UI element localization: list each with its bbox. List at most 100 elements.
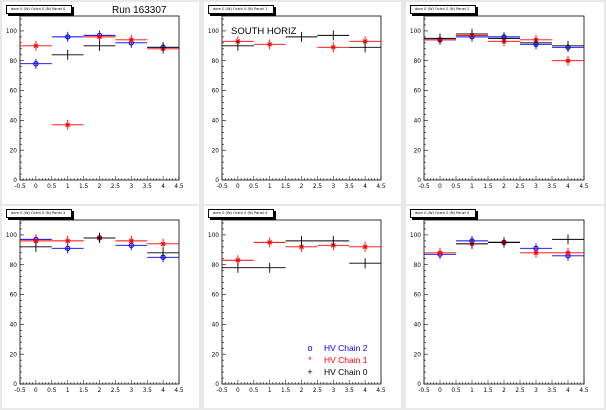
data-point-chain1 [20, 40, 52, 51]
data-point-chain0 [349, 42, 381, 53]
star-marker [160, 241, 166, 247]
panel-title: dom 0 (W) Octnt 0 (N) Panel 5 [410, 209, 477, 218]
x-tick-label: 1.5 [79, 184, 89, 190]
x-tick-label: 1.5 [79, 388, 89, 394]
data-point-chain1 [552, 247, 584, 258]
x-tick-label: 1.5 [281, 388, 291, 394]
star-marker [362, 38, 368, 44]
x-tick-label: 0 [236, 184, 240, 190]
data-point-chain0 [147, 42, 179, 53]
legend-label: HV Chain 0 [324, 367, 368, 377]
x-tick-label: 3 [331, 388, 335, 394]
star-marker [565, 58, 571, 64]
y-tick-label: 40 [10, 323, 18, 329]
circle-marker [65, 34, 71, 40]
star-marker [267, 41, 273, 47]
x-tick-label: 2 [300, 388, 304, 394]
x-tick-label: -0.5 [418, 388, 430, 394]
x-tick-label: 2 [502, 184, 506, 190]
data-point-chain0 [488, 237, 520, 248]
data-point-chain1 [115, 235, 148, 246]
data-point-chain0 [222, 262, 254, 273]
plot-panel-1: 0 20 40 60 80 100 -0.5 0 0.5 1 1.5 2 2.5 3 3.5 4 4.5 dom… [204, 2, 401, 204]
legend-label: HV Chain 2 [324, 343, 368, 353]
cross-marker-icon: + [307, 367, 313, 377]
data-point-chain0 [456, 238, 488, 249]
star-marker [235, 257, 241, 263]
legend-entry-chain0: + HV Chain 0 [302, 366, 367, 378]
data-point-chain1 [349, 241, 381, 252]
y-tick-label: 0 [13, 178, 17, 184]
y-tick-label: 20 [212, 352, 220, 358]
x-tick-label: 4 [363, 184, 367, 190]
y-tick-label: 60 [414, 89, 422, 95]
x-tick-label: 3 [331, 184, 335, 190]
panel-title: dom 0 (W) Octnt 0 (N) Panel 0 [6, 5, 73, 14]
data-point-chain1 [147, 238, 179, 249]
plot-panel-4: 0 20 40 60 80 100 -0.5 0 0.5 1 1.5 2 2.5 3 3.5 4 4.5 dom… [204, 206, 401, 408]
x-tick-label: 4.5 [174, 388, 184, 394]
data-point-chain1 [51, 119, 84, 130]
data-point-chain0 [317, 235, 350, 246]
y-tick-label: 60 [10, 89, 18, 95]
data-point-chain0 [147, 247, 179, 258]
star-marker [299, 244, 304, 250]
circle-marker [65, 245, 71, 251]
star-marker [362, 244, 368, 250]
x-tick-label: 1 [268, 184, 272, 190]
x-tick-label: -0.5 [216, 184, 228, 190]
x-tick-label: -0.5 [216, 388, 228, 394]
circle-marker-icon: o [307, 343, 313, 353]
data-point-chain0 [424, 33, 456, 44]
y-tick-label: 40 [10, 119, 18, 125]
x-tick-label: 1.5 [483, 388, 493, 394]
panel-annotation: SOUTH HORIZ [231, 26, 297, 37]
y-tick-label: 80 [414, 59, 422, 65]
x-tick-label: 1 [470, 184, 474, 190]
x-tick-label: 0 [34, 388, 38, 394]
data-point-chain1 [253, 39, 286, 50]
star-marker [533, 250, 539, 256]
star-marker [128, 238, 134, 244]
data-point-chain2 [51, 31, 84, 42]
star-marker [33, 43, 39, 49]
x-tick-label: 3 [534, 184, 538, 190]
y-tick-label: 80 [212, 59, 220, 65]
x-tick-label: 0.5 [47, 184, 57, 190]
legend-label: HV Chain 1 [324, 355, 368, 365]
x-tick-label: 0.5 [451, 184, 461, 190]
y-tick-label: 100 [6, 29, 17, 35]
data-point-chain0 [222, 40, 254, 51]
data-point-chain1 [285, 241, 318, 252]
y-tick-label: 20 [414, 148, 422, 154]
x-tick-label: 2 [502, 388, 506, 394]
x-tick-label: 2.5 [515, 388, 525, 394]
x-tick-label: 4.5 [579, 184, 589, 190]
data-point-chain1 [552, 55, 584, 66]
plot-panel-0: 0 20 40 60 80 100 -0.5 0 0.5 1 1.5 2 2.5 3 3.5 4 4.5 dom… [2, 2, 199, 204]
x-tick-label: 4 [566, 388, 570, 394]
y-tick-label: 100 [410, 233, 421, 239]
data-point-chain0 [285, 235, 318, 246]
legend: o HV Chain 2 * HV Chain 1 + HV Chain 0 [302, 342, 367, 378]
x-tick-label: 2 [98, 184, 102, 190]
data-point-chain0 [83, 232, 116, 243]
x-tick-label: -0.5 [14, 184, 26, 190]
data-point-chain0 [488, 33, 520, 44]
x-tick-label: 3.5 [143, 388, 153, 394]
x-tick-label: 4.5 [174, 184, 184, 190]
data-point-chain0 [285, 31, 318, 42]
panel-title: dom 0 (W) Octnt 0 (N) Panel 3 [6, 209, 73, 218]
star-marker [330, 44, 336, 50]
legend-entry-chain2: o HV Chain 2 [302, 342, 367, 354]
y-tick-label: 60 [414, 293, 422, 299]
y-tick-label: 100 [208, 233, 219, 239]
x-tick-label: 3.5 [345, 388, 355, 394]
plot-panel-3: 0 20 40 60 80 100 -0.5 0 0.5 1 1.5 2 2.5 3 3.5 4 4.5 dom… [2, 206, 199, 408]
data-point-chain0 [83, 40, 116, 51]
x-tick-label: 0 [438, 388, 442, 394]
data-point-chain2 [20, 58, 52, 69]
legend-entry-chain1: * HV Chain 1 [302, 354, 367, 366]
